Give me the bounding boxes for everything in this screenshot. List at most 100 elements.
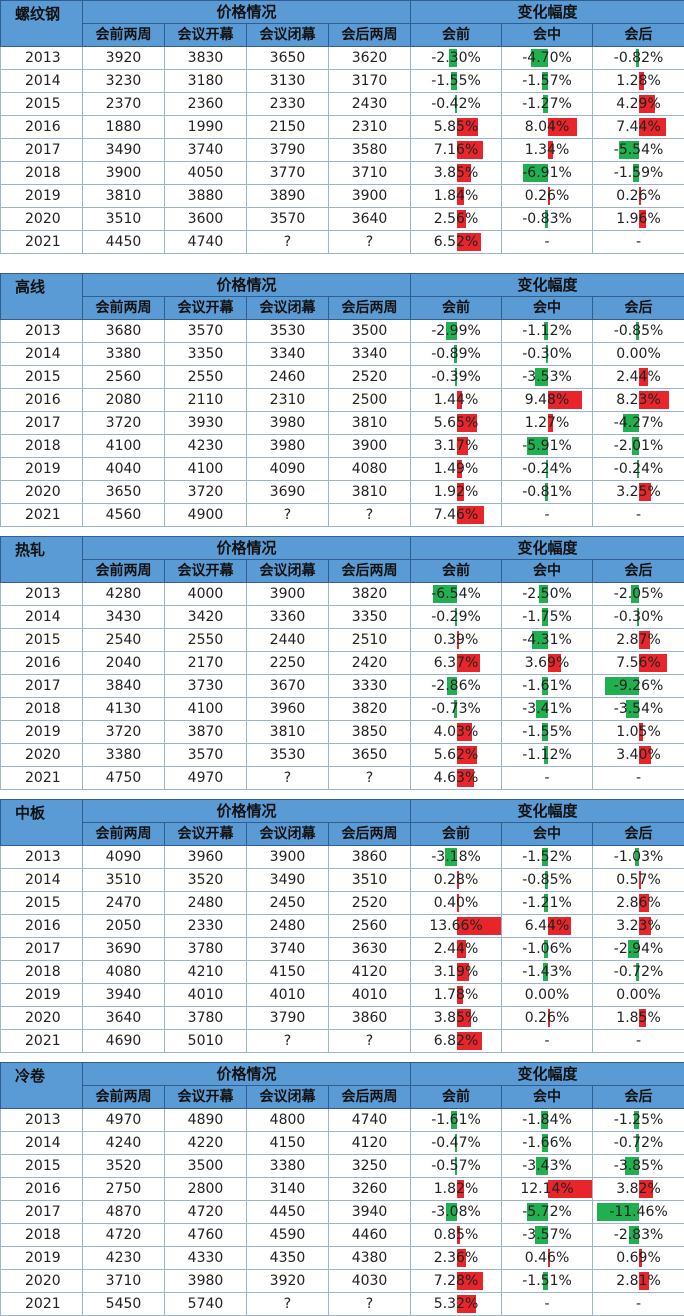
column-header: 会前 <box>411 823 502 846</box>
price-cell: 3650 <box>247 47 329 70</box>
price-cell: 2460 <box>247 366 329 389</box>
price-cell: 3870 <box>165 721 247 744</box>
change-cell: -1.43% <box>502 961 593 984</box>
price-cell: 4010 <box>165 984 247 1007</box>
column-header: 会议开幕 <box>165 560 247 583</box>
year-cell: 2019 <box>1 721 83 744</box>
price-cell: 3730 <box>165 675 247 698</box>
change-value: -2.05% <box>614 586 664 602</box>
change-cell: -6.91% <box>502 162 593 185</box>
change-cell: 3.82% <box>593 1178 684 1201</box>
price-cell: 3340 <box>247 343 329 366</box>
change-cell: 12.14% <box>502 1178 593 1201</box>
year-cell: 2013 <box>1 583 83 606</box>
price-cell: 3720 <box>83 721 165 744</box>
change-cell: 1.49% <box>411 458 502 481</box>
change-value: 13.66% <box>429 918 482 934</box>
change-value: 5.62% <box>434 747 478 763</box>
change-cell: -1.27% <box>502 93 593 116</box>
year-cell: 2021 <box>1 1030 83 1053</box>
change-value: 1.82% <box>434 1181 478 1197</box>
change-cell: 13.66% <box>411 915 502 938</box>
year-cell: 2018 <box>1 162 83 185</box>
price-cell: 3920 <box>83 47 165 70</box>
price-cell: 4090 <box>247 458 329 481</box>
year-cell: 2016 <box>1 389 83 412</box>
price-cell: 3330 <box>329 675 411 698</box>
change-cell: -4.31% <box>502 629 593 652</box>
change-cell: 3.23% <box>593 915 684 938</box>
change-value: 5.85% <box>434 119 478 135</box>
price-cell: 2550 <box>165 366 247 389</box>
price-cell: 3130 <box>247 70 329 93</box>
price-cell: 4890 <box>165 1109 247 1132</box>
year-cell: 2017 <box>1 1201 83 1224</box>
change-value: -1.06% <box>522 941 572 957</box>
year-cell: 2021 <box>1 504 83 527</box>
year-cell: 2019 <box>1 984 83 1007</box>
change-cell: 3.40% <box>593 744 684 767</box>
product-name: 中板 <box>1 800 83 846</box>
change-header: 变化幅度 <box>411 537 684 560</box>
change-cell: 3.85% <box>411 1007 502 1030</box>
change-cell: - <box>593 1030 684 1053</box>
price-cell: 2500 <box>329 389 411 412</box>
change-value: 3.82% <box>616 1181 660 1197</box>
year-cell: 2021 <box>1 231 83 254</box>
column-header: 会后 <box>593 823 684 846</box>
change-value: 2.36% <box>434 1250 478 1266</box>
price-cell: 3860 <box>329 846 411 869</box>
price-cell: 3520 <box>83 1155 165 1178</box>
change-value: 2.86% <box>616 895 660 911</box>
price-cell: 2750 <box>83 1178 165 1201</box>
price-cell: ? <box>247 1293 329 1316</box>
price-cell: 4100 <box>165 458 247 481</box>
price-cell: 3810 <box>329 481 411 504</box>
price-cell: 2510 <box>329 629 411 652</box>
change-value: -6.54% <box>431 586 481 602</box>
price-cell: 4230 <box>165 435 247 458</box>
column-header: 会前两周 <box>83 560 165 583</box>
change-cell: 2.86% <box>593 892 684 915</box>
change-cell: -0.89% <box>411 343 502 366</box>
year-cell: 2014 <box>1 343 83 366</box>
change-cell: -0.42% <box>411 93 502 116</box>
year-cell: 2013 <box>1 846 83 869</box>
change-cell: -0.81% <box>502 481 593 504</box>
change-cell: 0.00% <box>593 343 684 366</box>
change-value: 8.23% <box>616 392 660 408</box>
price-cell: 3940 <box>329 1201 411 1224</box>
price-cell: 3640 <box>329 208 411 231</box>
price-cell: 3420 <box>165 606 247 629</box>
change-cell: 5.85% <box>411 116 502 139</box>
change-value: 3.17% <box>434 438 478 454</box>
price-cell: 3900 <box>247 846 329 869</box>
change-cell: 1.85% <box>593 1007 684 1030</box>
change-cell: -5.54% <box>593 139 684 162</box>
change-value: -0.42% <box>431 96 481 112</box>
price-cell: 4450 <box>83 231 165 254</box>
change-value: -1.57% <box>522 73 572 89</box>
price-cell: 3530 <box>247 320 329 343</box>
price-cell: ? <box>247 504 329 527</box>
price-cell: 3650 <box>83 481 165 504</box>
column-header: 会议闭幕 <box>247 560 329 583</box>
change-value: 4.29% <box>616 96 660 112</box>
price-cell: 3690 <box>247 481 329 504</box>
year-cell: 2020 <box>1 481 83 504</box>
